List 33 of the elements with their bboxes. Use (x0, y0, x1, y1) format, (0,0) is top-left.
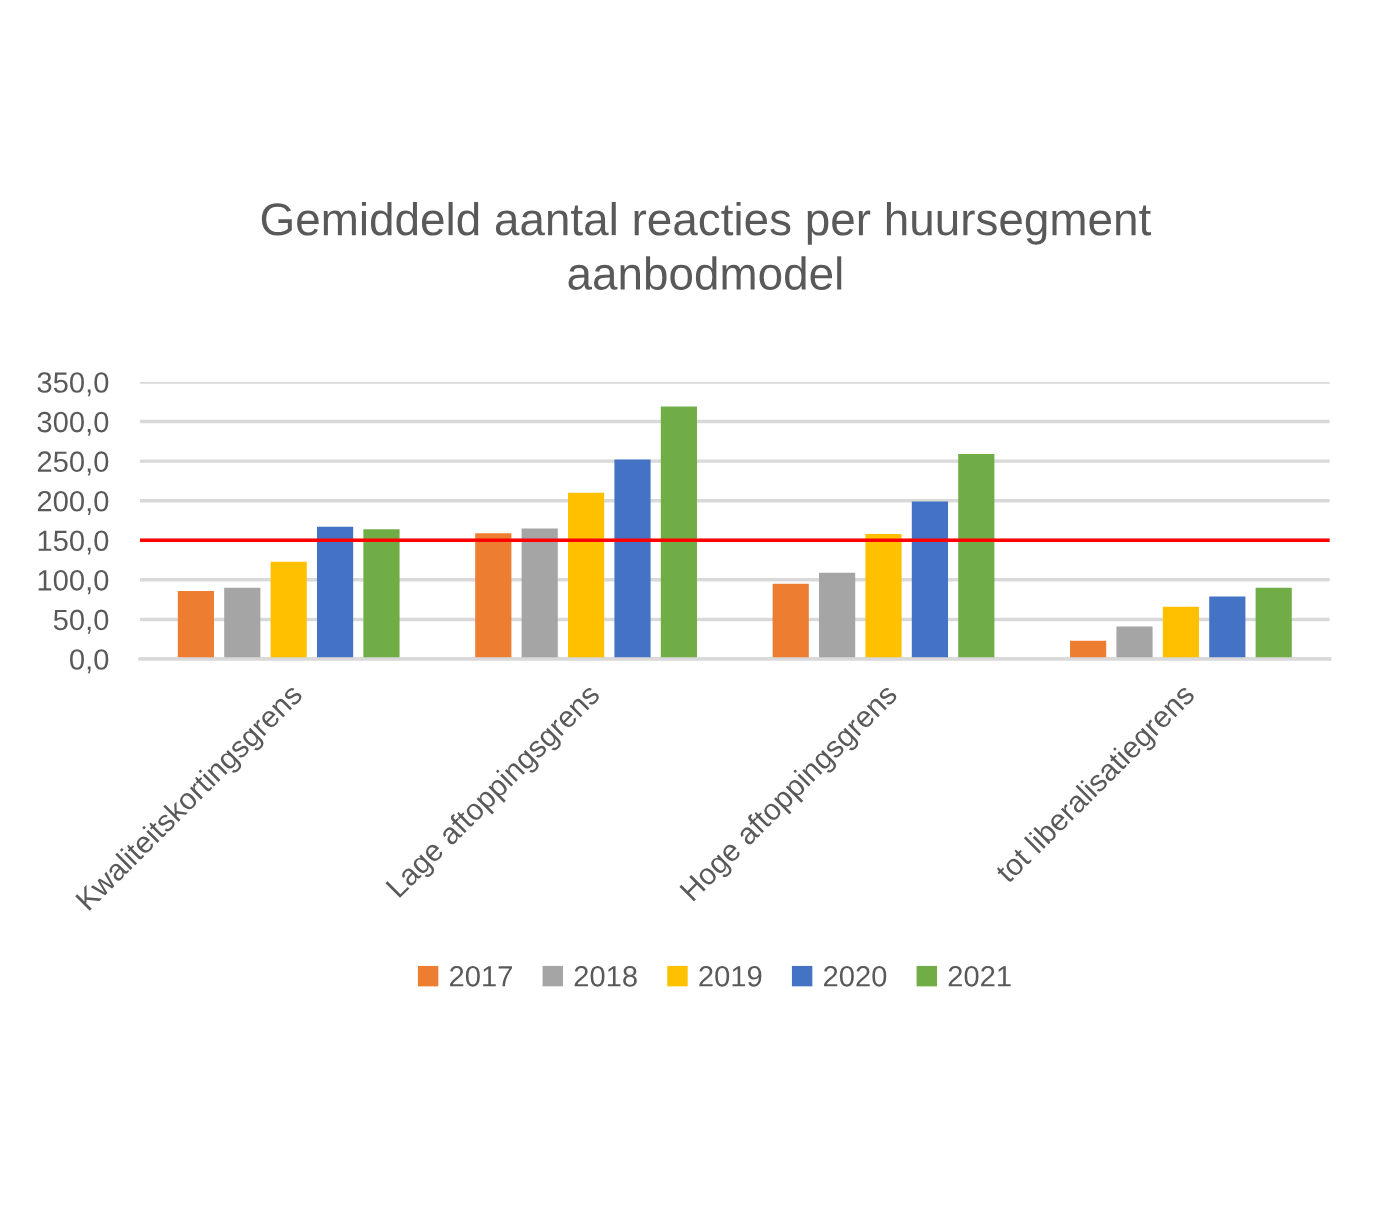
chart-title: Gemiddeld aantal reacties per huursegment aanbodmodel (261, 201, 1151, 290)
bar (316, 526, 354, 659)
y-tick-label: 250,0 (37, 451, 109, 476)
bar (772, 583, 809, 659)
y-tick-label: 200,0 (37, 490, 109, 515)
bar (911, 501, 948, 659)
bar (865, 533, 902, 659)
legend-label: 2017 (450, 965, 512, 987)
bar (1116, 626, 1153, 659)
bar (614, 459, 651, 659)
bar (270, 561, 307, 659)
bar (660, 406, 697, 659)
bar (1255, 587, 1292, 659)
legend-label: 2021 (948, 965, 1011, 987)
bar (521, 528, 558, 659)
legend-label: 2018 (574, 965, 637, 987)
legend-label: 2020 (824, 965, 887, 987)
y-tick-label: 0,0 (70, 649, 109, 674)
bar (224, 587, 261, 659)
bar (568, 492, 605, 659)
bar (1209, 596, 1246, 659)
bar (958, 454, 995, 659)
y-tick-label: 100,0 (38, 570, 109, 595)
y-tick-label: 300,0 (37, 411, 109, 436)
bar (363, 529, 400, 659)
bar (819, 572, 856, 659)
bar (177, 590, 214, 659)
y-tick-label: 50,0 (53, 609, 109, 634)
bar (1162, 606, 1200, 659)
y-tick-label: 150,0 (38, 530, 109, 555)
bar (475, 533, 512, 659)
legend-label: 2019 (699, 965, 762, 987)
y-tick-label: 350,0 (37, 372, 109, 397)
